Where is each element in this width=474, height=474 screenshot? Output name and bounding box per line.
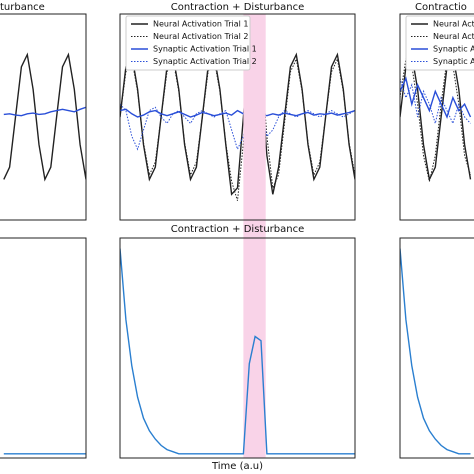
panel: [120, 20, 355, 201]
legend-label: Neural Activation Trial 2: [153, 32, 249, 41]
panel-title: Contractio: [415, 2, 467, 13]
axes-frame: [399, 13, 474, 221]
axes-frame: [119, 237, 356, 459]
line: [3, 52, 86, 182]
axes-frame: [399, 237, 474, 459]
line: [400, 76, 472, 119]
axes-frame: [0, 13, 87, 221]
panel-title: Contraction + Disturbance: [171, 224, 305, 235]
legend-label: Neural Activation Trial 1: [433, 20, 474, 29]
legend-label: Synaptic Activation Trial 2: [153, 57, 257, 66]
legend-label: Synaptic Activation Trial 1: [153, 45, 257, 54]
panel-title: Contraction + Disturbance: [171, 2, 305, 13]
x-axis-label: Time (a.u): [211, 461, 263, 472]
panel: [400, 248, 471, 455]
line: [400, 78, 471, 126]
axes-frame: [119, 13, 356, 221]
legend: Neural Activation Trial 1 Neural Activati…: [405, 15, 474, 71]
legend-label: Synaptic Activation Trial 1: [433, 45, 474, 54]
legend-box: [125, 15, 251, 71]
line: [120, 108, 355, 118]
line: [400, 248, 471, 455]
disturbance-band: [243, 14, 266, 458]
panel: [400, 52, 472, 182]
legend-label: Synaptic Activation Trial 2: [433, 57, 474, 66]
axes-frame: [0, 237, 87, 459]
line: [120, 248, 355, 455]
line: [3, 106, 86, 117]
panel: [3, 52, 86, 182]
legend-label: Neural Activation Trial 1: [153, 20, 249, 29]
legend: Neural Activation Trial 1 Neural Activati…: [125, 15, 257, 71]
panel-title: turbance: [0, 2, 45, 13]
line: [120, 89, 355, 151]
panel: [120, 248, 355, 455]
line: [120, 20, 355, 201]
legend-box: [405, 15, 474, 71]
legend-label: Neural Activation Trial 2: [433, 32, 474, 41]
line: [400, 57, 471, 182]
